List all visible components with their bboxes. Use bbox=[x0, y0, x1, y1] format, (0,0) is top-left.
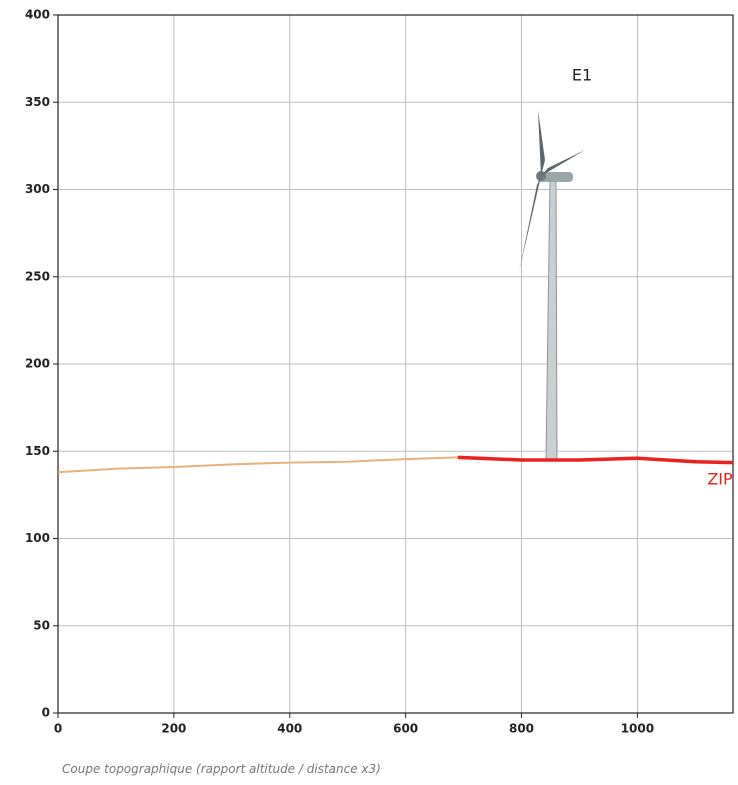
x-tick-label: 0 bbox=[54, 722, 62, 736]
blade bbox=[519, 176, 541, 272]
y-tick-label: 400 bbox=[25, 8, 50, 22]
x-tick-label: 1000 bbox=[621, 722, 654, 736]
y-tick-label: 100 bbox=[25, 531, 50, 545]
profile-line bbox=[58, 457, 458, 472]
caption: Coupe topographique (rapport altitude / … bbox=[62, 762, 381, 776]
page: {"chart_data": {"type": "line", "caption… bbox=[0, 0, 738, 785]
zone-label: ZIP bbox=[707, 470, 733, 489]
y-tick-label: 200 bbox=[25, 357, 50, 371]
y-tick-label: 150 bbox=[25, 444, 50, 458]
y-tick-label: 0 bbox=[42, 706, 50, 720]
y-tick-label: 350 bbox=[25, 95, 50, 109]
x-tick-label: 800 bbox=[509, 722, 534, 736]
profile-line bbox=[458, 457, 733, 462]
y-tick-label: 50 bbox=[33, 618, 50, 632]
x-tick-label: 600 bbox=[393, 722, 418, 736]
y-tick-label: 250 bbox=[25, 269, 50, 283]
y-tick-label: 300 bbox=[25, 182, 50, 196]
x-tick-label: 400 bbox=[277, 722, 302, 736]
blade bbox=[538, 110, 545, 176]
chart: E1 ZIP 0 50 100 150 200 250 300 350 400 0 200 400 60… bbox=[0, 0, 738, 755]
grid bbox=[58, 15, 733, 713]
x-tick-label: 200 bbox=[161, 722, 186, 736]
turbine-label: E1 bbox=[572, 66, 592, 85]
wind-turbine bbox=[519, 110, 585, 459]
